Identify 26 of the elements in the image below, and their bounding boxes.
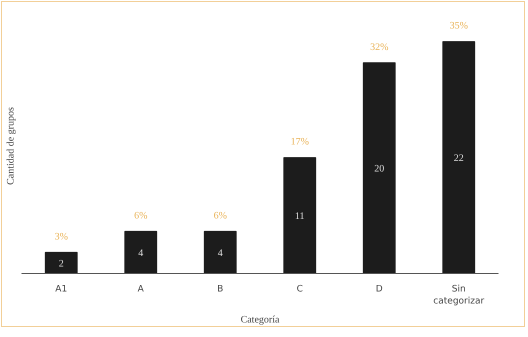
annotation: 32% — [370, 42, 388, 53]
annotation: 17% — [290, 136, 309, 148]
annotation: 35% — [450, 20, 468, 32]
data-label: 22 — [454, 153, 464, 164]
x-tick-label: D — [376, 284, 383, 294]
x-axis-title: Categoría — [240, 314, 280, 326]
annotation: 6% — [134, 210, 148, 222]
data-label: 4 — [218, 248, 223, 259]
x-tick-label: A1 — [55, 284, 68, 294]
bar — [442, 41, 476, 274]
x-tick-label: A — [138, 284, 145, 294]
bar — [124, 230, 158, 274]
annotation: 6% — [214, 210, 227, 222]
annotation: 3% — [54, 231, 68, 242]
x-tick-label: C — [296, 284, 303, 294]
x-tick-label: B — [217, 284, 224, 294]
x-tick-label: Sin categorizar — [433, 284, 484, 306]
data-label: 20 — [374, 164, 384, 175]
data-label: 4 — [138, 248, 144, 259]
bar — [44, 252, 78, 274]
y-axis-title: Cantidad de grupos — [6, 107, 16, 185]
data-label: 2 — [58, 258, 64, 270]
data-label: 11 — [294, 211, 305, 222]
bar — [283, 157, 316, 274]
bar — [204, 230, 237, 274]
bar — [362, 62, 396, 274]
